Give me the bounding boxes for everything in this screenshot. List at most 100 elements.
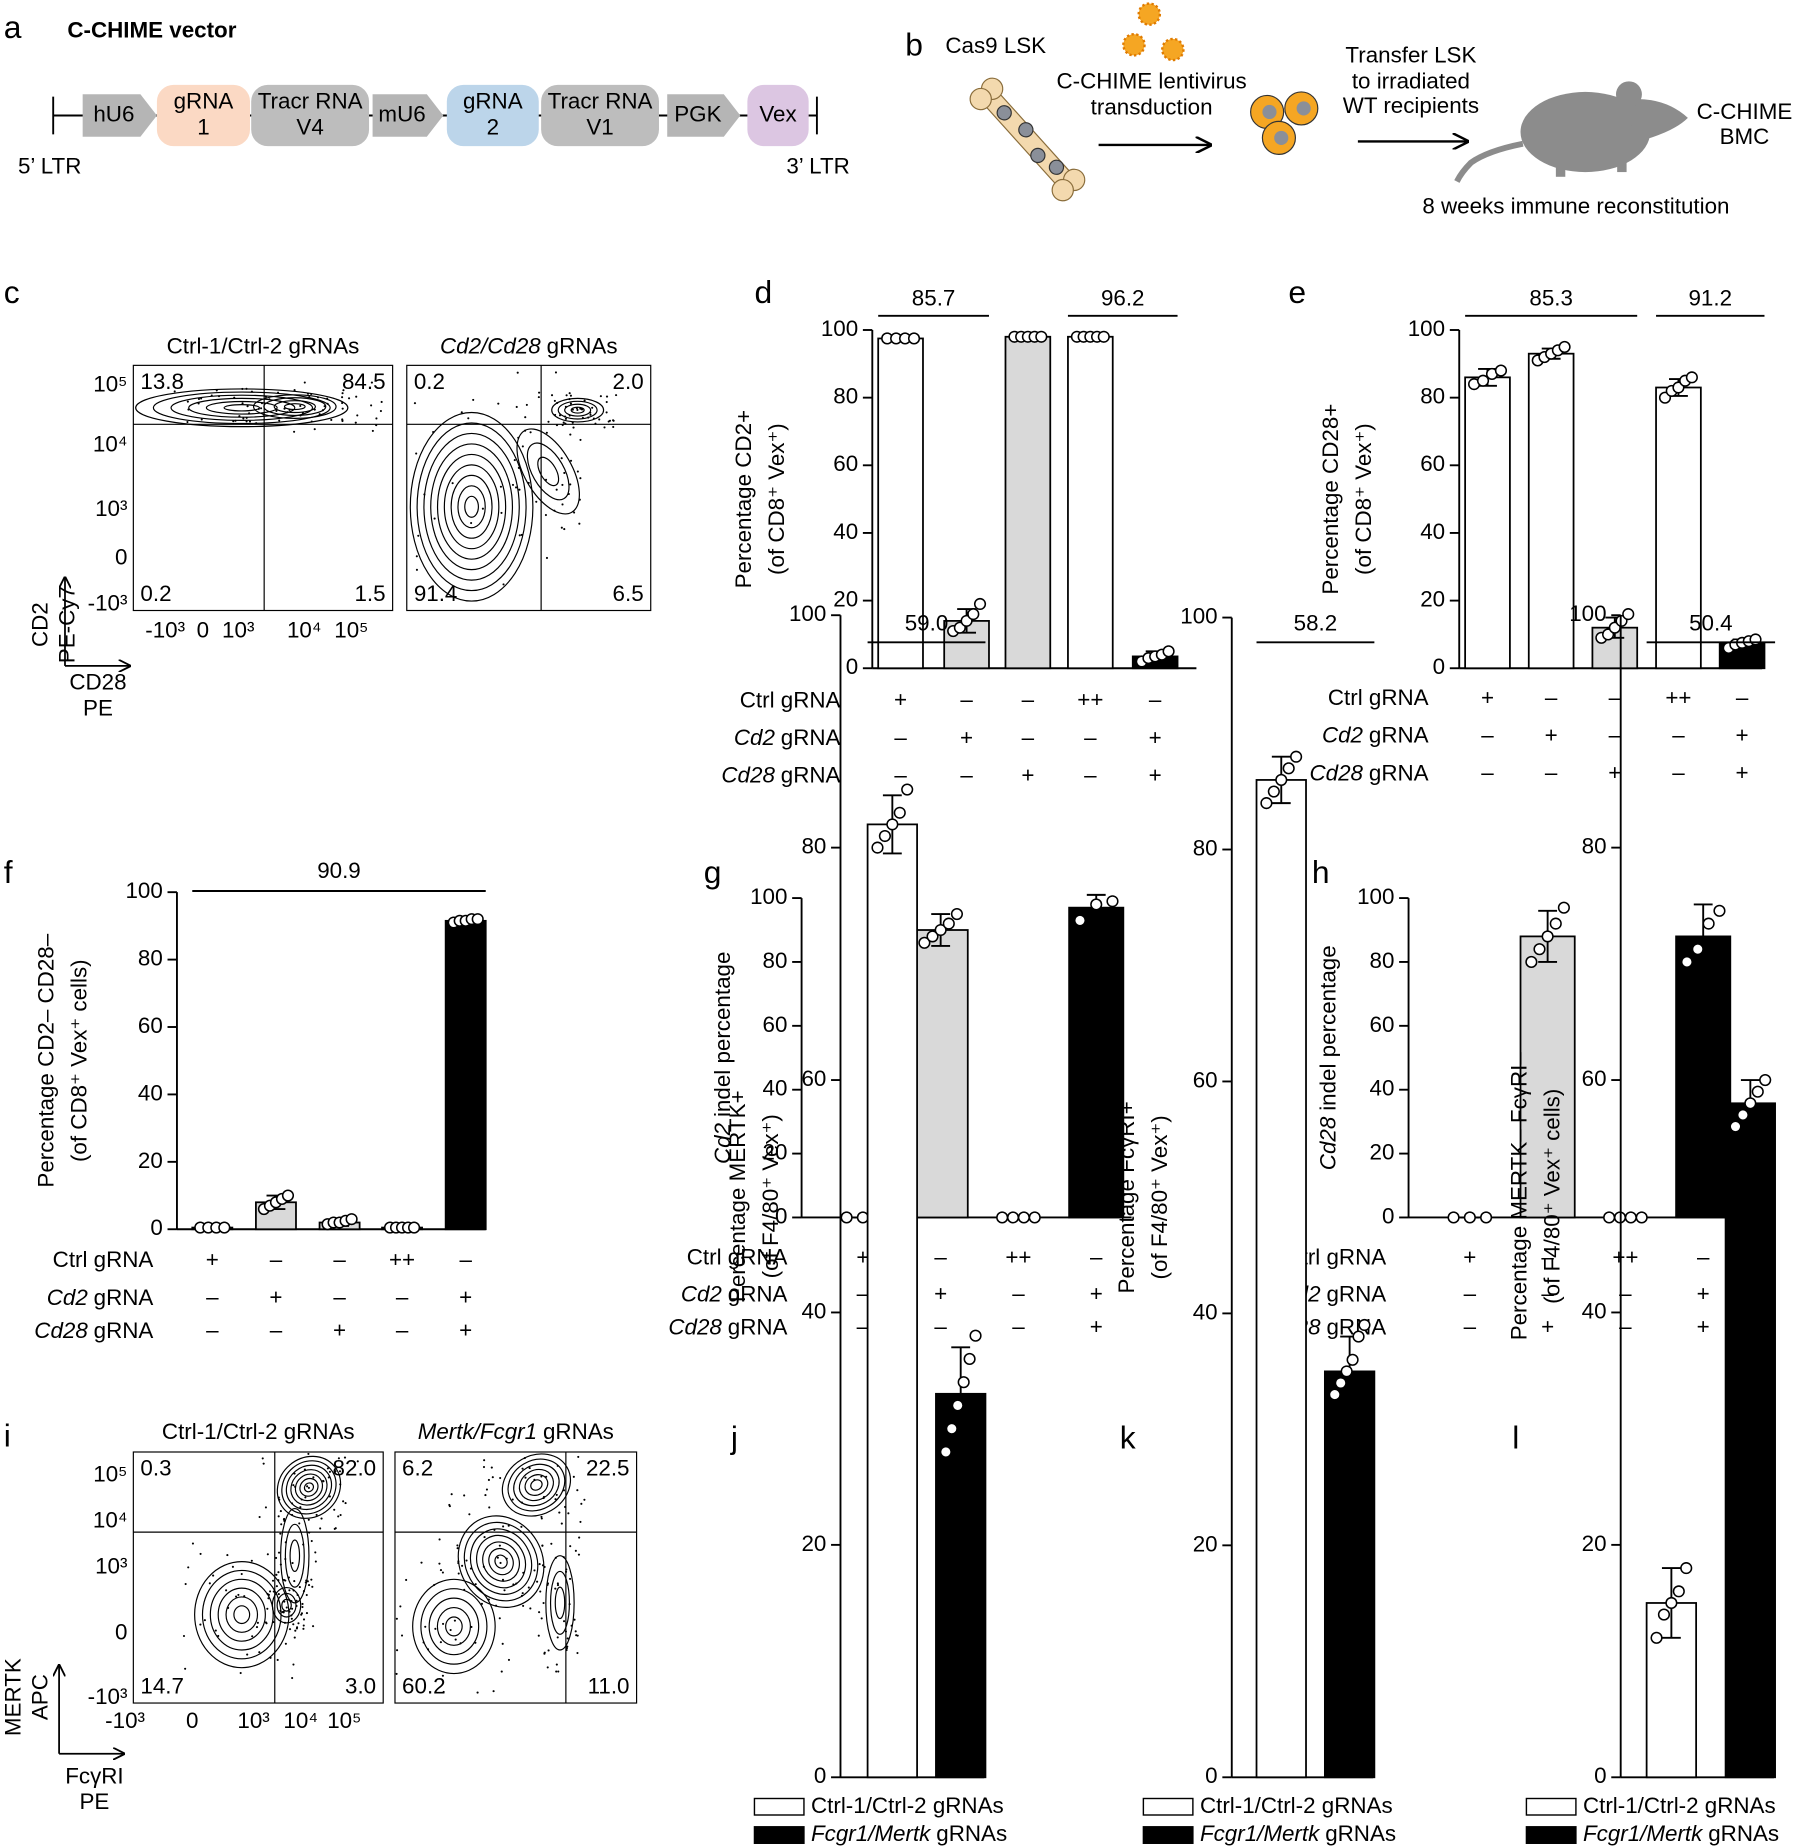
condition-mark: – [1084, 725, 1097, 750]
event-dot [547, 1649, 550, 1652]
y-axis-label-text: CD2 [27, 602, 52, 647]
condition-mark: – [1697, 1245, 1710, 1270]
plot-title-italic: Cd2/Cd28 [440, 334, 541, 359]
contour [217, 1587, 266, 1642]
event-dot [295, 1599, 298, 1602]
condition-mark: – [206, 1285, 219, 1310]
contour [152, 391, 331, 425]
y-tick-label: 60 [833, 451, 858, 476]
event-dot [316, 396, 320, 399]
bracket-label: 50.4 [1689, 611, 1733, 636]
event-dot [454, 1638, 457, 1641]
condition-mark: – [1609, 685, 1622, 710]
event-dot [574, 1630, 577, 1633]
bracket-label: 59.0 [905, 611, 949, 636]
data-point [1558, 340, 1571, 353]
event-dot [424, 1625, 427, 1628]
legend-label: Fcgr1/Mertk gRNAs [1200, 1821, 1396, 1846]
event-dot [573, 1618, 576, 1621]
event-dot [555, 1663, 558, 1666]
event-dot [282, 1518, 286, 1521]
data-point [1759, 1073, 1772, 1087]
event-dot [246, 1653, 249, 1656]
event-dot [294, 1629, 297, 1632]
x-tick-label: 10³ [237, 1708, 270, 1733]
data-point [1713, 904, 1726, 917]
event-dot [280, 1523, 283, 1526]
event-dot [576, 470, 579, 473]
event-dot [197, 402, 200, 405]
y-axis-label-text: Percentage MERTK– FcγRI– [1506, 1052, 1531, 1341]
data-point [1006, 1211, 1020, 1224]
data-point [973, 597, 987, 611]
quadrant-value: 13.8 [140, 369, 184, 394]
event-dot [566, 1637, 569, 1640]
event-dot [569, 1577, 572, 1580]
x-axis-label: PE [83, 695, 113, 720]
event-dot [569, 483, 572, 486]
event-dot [413, 402, 417, 405]
data-point [957, 1376, 970, 1389]
y-axis-label-text: Percentage MERTK+ [725, 1090, 750, 1302]
bar [1527, 352, 1575, 670]
event-dot [266, 1607, 269, 1610]
element-label: Tracr RNA [548, 88, 653, 113]
cells [1250, 91, 1319, 155]
event-dot [337, 1515, 340, 1518]
element-label: hU6 [93, 101, 134, 126]
event-dot [334, 1470, 337, 1473]
event-dot [571, 408, 574, 411]
condition-mark: – [1619, 1281, 1632, 1306]
condition-mark: – [1481, 760, 1494, 785]
event-dot [560, 1522, 563, 1525]
event-dot [200, 397, 203, 400]
legend-swatch [1525, 1826, 1577, 1844]
event-dot [603, 426, 606, 429]
condition-mark: – [1012, 1281, 1025, 1306]
condition-mark: ++ [1077, 687, 1103, 712]
y-axis-label-text: indel percentage [710, 952, 735, 1117]
event-dot [339, 1513, 342, 1517]
data-point [945, 1422, 958, 1435]
event-dot [241, 402, 244, 405]
event-dot [524, 416, 527, 419]
data-point [1657, 1608, 1671, 1621]
data-point [934, 923, 947, 937]
data-point [1352, 1330, 1365, 1343]
event-dot [426, 1648, 430, 1651]
event-dot [439, 1569, 443, 1572]
event-dot [344, 1502, 347, 1505]
condition-mark: – [1464, 1314, 1477, 1339]
contour [201, 1569, 282, 1660]
data-point [1622, 608, 1635, 621]
data-point [1729, 1120, 1742, 1133]
event-dot [520, 533, 523, 536]
y-axis-label: Percentage FcγRI+ [1114, 1101, 1139, 1293]
event-dot [547, 420, 550, 423]
event-dot [562, 1489, 566, 1492]
event-dot [612, 425, 615, 429]
y-axis-label-text: (of CD8⁺ Vex⁺) [1351, 423, 1376, 575]
data-point [1463, 1211, 1476, 1224]
event-dot [432, 430, 435, 434]
x-axis-label: FcγRI [65, 1763, 123, 1788]
contour [551, 397, 605, 423]
data-point [1736, 1108, 1749, 1121]
y-tick-label: 100 [750, 884, 787, 909]
event-dot [287, 1576, 290, 1579]
event-dot [579, 1520, 582, 1523]
event-dot [500, 511, 503, 514]
event-dot [556, 1584, 560, 1587]
event-dot [251, 1635, 254, 1638]
event-dot [290, 1614, 293, 1617]
event-dot [392, 1585, 394, 1587]
event-dot [472, 398, 475, 401]
event-dot [456, 1544, 459, 1547]
event-dot [564, 417, 568, 420]
event-dot [347, 397, 351, 400]
condition-mark: ++ [1612, 1245, 1638, 1270]
contour [554, 1586, 566, 1620]
condition-mark: – [1090, 1245, 1103, 1270]
event-dot [545, 431, 548, 434]
event-dot [615, 394, 618, 397]
